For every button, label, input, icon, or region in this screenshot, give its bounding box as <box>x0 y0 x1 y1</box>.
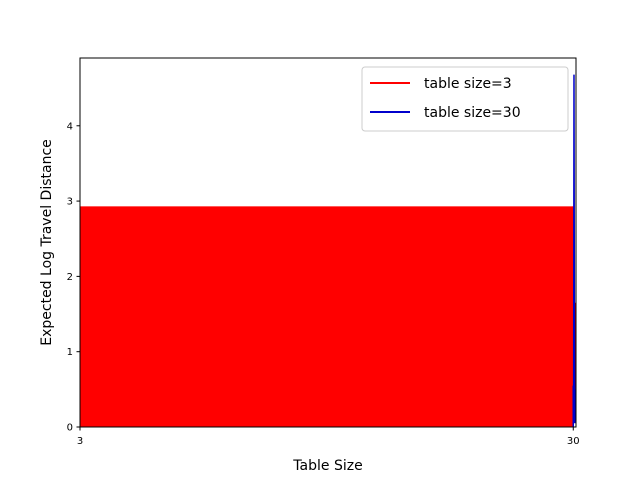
y-tick-label: 1 <box>67 347 73 358</box>
y-tick-label: 2 <box>67 272 73 283</box>
legend-box <box>361 66 569 132</box>
x-tick-label: 3 <box>77 436 83 447</box>
series-band-0 <box>80 206 574 427</box>
y-axis-label: Expected Log Travel Distance <box>39 139 55 346</box>
x-axis-label: Table Size <box>292 458 362 474</box>
plot-area <box>80 74 576 427</box>
legend-label-1: table size=30 <box>424 105 521 121</box>
axis-ticks: 3 30 0 1 2 3 4 <box>67 121 580 447</box>
axes-frame <box>79 57 577 428</box>
y-tick-label: 3 <box>67 197 73 208</box>
legend-label-0: table size=3 <box>424 76 512 92</box>
y-tick-label: 0 <box>67 423 73 434</box>
x-tick-label: 30 <box>567 436 580 447</box>
y-tick-label: 4 <box>67 121 73 132</box>
legend: table size=3 table size=30 <box>361 66 569 132</box>
series-line-1 <box>572 74 576 427</box>
